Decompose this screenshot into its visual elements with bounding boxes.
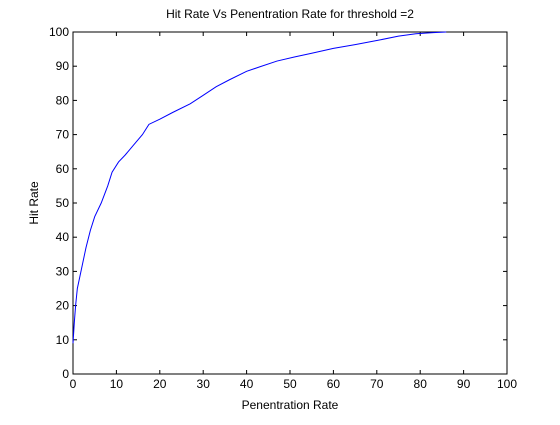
plot-area [72, 31, 508, 375]
x-tick-label: 30 [197, 377, 211, 391]
x-tick-label: 50 [283, 377, 297, 391]
x-tick-label: 40 [240, 377, 254, 391]
x-tick-label: 0 [70, 377, 77, 391]
y-tick-label: 80 [56, 93, 70, 107]
chart-title: Hit Rate Vs Penentration Rate for thresh… [166, 7, 414, 21]
y-tick-label: 10 [56, 333, 70, 347]
x-tick-label: 90 [457, 377, 471, 391]
y-tick-label: 40 [56, 230, 70, 244]
x-tick-label: 20 [153, 377, 167, 391]
x-tick-label: 10 [110, 377, 124, 391]
x-tick-label: 100 [497, 377, 517, 391]
y-tick-label: 30 [56, 264, 70, 278]
series-layer [72, 31, 447, 344]
x-tick-label: 70 [370, 377, 384, 391]
x-tick-label: 80 [414, 377, 428, 391]
x-axis-ticks: 0 10 20 30 40 50 60 70 80 90 100 [70, 32, 517, 391]
y-tick-label: 0 [62, 367, 69, 381]
y-tick-label: 20 [56, 299, 70, 313]
y-tick-label: 70 [56, 128, 70, 142]
y-tick-label: 50 [56, 196, 70, 210]
x-axis-label: Penentration Rate [242, 398, 339, 412]
y-tick-label: 100 [49, 25, 69, 39]
y-axis-label: Hit Rate [27, 181, 41, 225]
y-axis-ticks: 0 10 20 30 40 50 60 70 80 90 100 [49, 25, 507, 381]
series-line [72, 31, 447, 344]
y-tick-label: 60 [56, 162, 70, 176]
y-tick-label: 90 [56, 59, 70, 73]
x-tick-label: 60 [327, 377, 341, 391]
